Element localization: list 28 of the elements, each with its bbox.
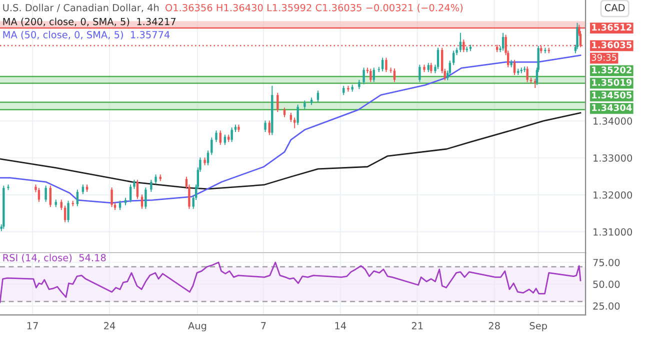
y-tick-label: 1.32000 <box>594 191 632 199</box>
y-tick-label: 50.00 <box>593 280 620 288</box>
x-tick-label: 24 <box>104 322 116 330</box>
y-tick-label: 75.00 <box>593 258 620 266</box>
y-tick-label: 25.00 <box>593 302 620 310</box>
y-tick-label: 1.34000 <box>594 117 632 125</box>
ref-line-label: 1.34304 <box>592 104 632 112</box>
y-axis-title: CAD <box>604 4 625 12</box>
chart-title: U.S. Dollar / Canadian Dollar, 4h <box>3 4 159 12</box>
annotation: O1.36356 H1.36430 L1.35992 C1.36035 −0.00321 (−0.24%) <box>166 4 463 12</box>
x-tick-label: 14 <box>335 322 346 330</box>
x-tick-label: 7 <box>261 322 266 330</box>
x-tick-label: 17 <box>27 322 38 330</box>
x-tick-label: Sep <box>530 322 547 332</box>
ref-line-label: 1.35019 <box>592 79 632 86</box>
ref-line-label: 1.34505 <box>592 92 632 99</box>
text: MA (200, close, 0, SMA, 5) 1.34217 <box>3 18 176 26</box>
ref-line-label: 1.36035 <box>592 41 632 48</box>
y-tick-label: 1.33000 <box>594 154 632 162</box>
series-label: RSI (14, close) 54.18 <box>3 254 106 262</box>
ref-line-label: 1.36512 <box>592 24 632 31</box>
x-tick-label: Aug <box>188 322 206 332</box>
text: MA (50, close, 0, SMA, 5) 1.35774 <box>3 30 170 40</box>
y-tick-label: 1.31000 <box>594 228 632 236</box>
text: 39:35 <box>592 54 616 61</box>
x-tick-label: 28 <box>488 322 500 330</box>
x-tick-label: 21 <box>412 322 423 330</box>
ref-line-label: 1.35202 <box>592 66 632 74</box>
